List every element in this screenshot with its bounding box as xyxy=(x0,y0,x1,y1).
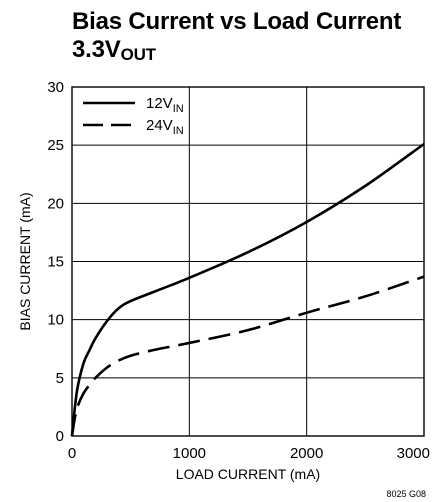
chart-title: Bias Current vs Load Current 3.3VOUT xyxy=(72,8,401,69)
y-tick-label: 20 xyxy=(47,195,64,212)
figure-id: 8025 G08 xyxy=(386,489,426,499)
series-line-24vin xyxy=(70,275,425,437)
plot-frame xyxy=(71,86,425,437)
chart-subtitle-main: 3.3V xyxy=(72,36,121,63)
legend-label-sub: IN xyxy=(173,103,184,115)
legend-label: 24VIN xyxy=(146,117,184,137)
y-axis-label: BIAS CURRENT (mA) xyxy=(17,192,33,330)
grid xyxy=(72,87,424,436)
chart-subtitle-sub: OUT xyxy=(120,45,156,64)
y-tick-label: 0 xyxy=(56,428,64,445)
legend-label-sub: IN xyxy=(173,125,184,137)
tick-labels: 0 5 10 15 20 25 30 0 1000 2000 3000 xyxy=(47,79,430,462)
y-tick-label: 10 xyxy=(47,312,64,329)
y-tick-label: 5 xyxy=(56,370,64,387)
series-line-12vin xyxy=(70,142,425,437)
legend-label-main: 12V xyxy=(146,95,173,112)
legend-label-main: 24V xyxy=(146,117,173,134)
x-axis-label: LOAD CURRENT (mA) xyxy=(176,466,320,482)
x-tick-label: 2000 xyxy=(290,445,323,462)
y-tick-label: 15 xyxy=(47,254,64,271)
series-layer xyxy=(70,142,425,437)
y-tick-label: 30 xyxy=(47,79,64,96)
legend-label: 12VIN xyxy=(146,95,184,115)
x-tick-label: 1000 xyxy=(173,445,206,462)
x-tick-label: 3000 xyxy=(397,445,430,462)
y-tick-label: 25 xyxy=(47,137,64,154)
chart-title-main: Bias Current vs Load Current xyxy=(72,8,402,35)
x-tick-label: 0 xyxy=(68,445,76,462)
chart-subtitle: 3.3VOUT xyxy=(72,36,401,69)
